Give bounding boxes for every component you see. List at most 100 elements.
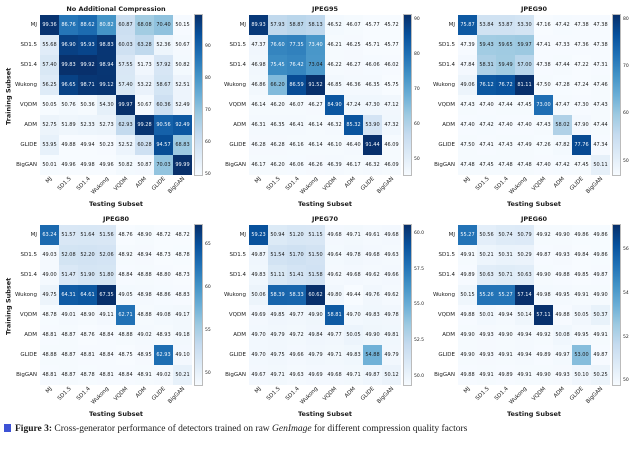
heatmap-cell: 52.51 [173, 75, 192, 95]
y-tick-label: VQDM [228, 102, 246, 108]
heatmap-cell: 49.70 [249, 325, 268, 345]
colorbar-tick-label: 60.0 [414, 230, 425, 236]
heatmap-cell: 51.50 [306, 245, 325, 265]
x-tick-label: GLIDE [569, 386, 586, 403]
y-tick-label: Wukong [223, 292, 246, 298]
y-tick-label: ADM [233, 332, 246, 338]
heatmap-cell: 49.86 [591, 245, 610, 265]
heatmap-cell: 49.89 [496, 365, 515, 385]
heatmap-cell: 48.73 [173, 265, 192, 285]
heatmap-cell: 49.84 [572, 245, 591, 265]
y-tick-label: GLIDE [438, 142, 455, 148]
heatmap-cell: 48.87 [59, 345, 78, 365]
heatmap-cell: 52.08 [59, 245, 78, 265]
heatmap-cell: 49.62 [325, 265, 344, 285]
caption-link-marker [4, 424, 11, 432]
y-axis-tick-labels: MJ SD1.5 SD1.4 Wukong VQDM ADM GLIDE BigGAN [14, 15, 40, 175]
heatmap-cell: 57.00 [515, 55, 534, 75]
heatmap-cell: 47.37 [249, 35, 268, 55]
heatmap-grid: 99.36 86.76 88.62 80.82 60.87 68.08 70.40 50.15… [40, 15, 192, 175]
y-axis-tick-labels: MJ SD1.5 SD1.4 Wukong VQDM ADM GLIDE BigGAN [223, 225, 249, 385]
heatmap-cell: 50.01 [477, 305, 496, 325]
colorbar-gradient [194, 224, 203, 386]
x-tick-label: ADM [134, 176, 149, 190]
heatmap-cell: 99.28 [135, 115, 154, 135]
heatmap-cell: 48.88 [116, 325, 135, 345]
heatmap-cell: 46.10 [325, 135, 344, 155]
y-tick-label: VQDM [437, 102, 455, 108]
heatmap-cell: 47.43 [591, 95, 610, 115]
y-axis-tick-labels: MJ SD1.5 SD1.4 Wukong VQDM ADM GLIDE BigGAN [14, 225, 40, 385]
heatmap-cell: 51.90 [78, 265, 97, 285]
heatmap-cell: 49.18 [173, 325, 192, 345]
heatmap-panel: JPEG60 MJ SD1.5 SD1.4 Wukong VQDM ADM GLIDE BigG… [432, 214, 637, 419]
heatmap-cell: 50.94 [268, 225, 287, 245]
x-tick-cell: BigGAN [376, 385, 401, 410]
y-tick-label: GLIDE [229, 352, 246, 358]
heatmap-cell: 53.95 [40, 135, 59, 155]
heatmap-cell: 59.49 [496, 55, 515, 75]
heatmap-cell: 49.66 [287, 345, 306, 365]
heatmap-cell: 50.25 [591, 365, 610, 385]
heatmap-cell: 46.20 [268, 95, 287, 115]
heatmap-cell: 62.71 [116, 305, 135, 325]
x-axis-title: Testing Subset [88, 200, 144, 208]
heatmap-cell: 47.50 [534, 75, 553, 95]
y-tick-label: GLIDE [229, 142, 246, 148]
heatmap-cell: 49.68 [325, 365, 344, 385]
heatmap-cell: 55.27 [458, 225, 477, 245]
y-axis-tick-labels: MJ SD1.5 SD1.4 Wukong VQDM ADM GLIDE BigGAN [223, 15, 249, 175]
heatmap-cell: 46.17 [249, 155, 268, 175]
heatmap-cell: 47.42 [477, 115, 496, 135]
heatmap-cell: 60.87 [116, 15, 135, 35]
heatmap-body: MJ SD1.5 SD1.4 Wukong VQDM ADM GLIDE BigGAN 99.3… [14, 14, 219, 176]
x-axis-tick-labels: MJ SD1.5 SD1.4 Wukong VQDM ADM GLIDE BigGAN [40, 385, 219, 410]
heatmap-cell: 86.76 [59, 15, 78, 35]
colorbar-gradient [194, 14, 203, 176]
heatmap-title: JPEG70 [311, 215, 338, 223]
heatmap-cell: 49.96 [97, 155, 116, 175]
heatmap-cell: 47.40 [477, 95, 496, 115]
heatmap-cell: 49.83 [363, 305, 382, 325]
heatmap-title: JPEG90 [520, 5, 547, 13]
heatmap-cell: 50.37 [591, 305, 610, 325]
heatmap-cell: 49.87 [249, 245, 268, 265]
x-tick-label: VQDM [112, 386, 130, 403]
heatmap-cell: 47.45 [515, 95, 534, 115]
x-axis-title: Testing Subset [297, 410, 353, 418]
heatmap-cell: 62.93 [116, 115, 135, 135]
heatmap-cell: 49.89 [534, 345, 553, 365]
heatmap-cell: 49.61 [363, 225, 382, 245]
heatmap-cell: 51.58 [306, 265, 325, 285]
heatmap-cell: 64.61 [78, 285, 97, 305]
heatmap-cell: 49.88 [59, 135, 78, 155]
heatmap-cell: 59.97 [515, 35, 534, 55]
colorbar-tick-label: 52 [623, 334, 629, 340]
heatmap-cell: 48.84 [116, 265, 135, 285]
heatmap-cell: 47.42 [553, 155, 572, 175]
heatmap-cell: 46.86 [249, 75, 268, 95]
heatmap-cell: 49.17 [173, 305, 192, 325]
heatmap-cell: 49.63 [382, 245, 401, 265]
heatmap-cell: 49.00 [40, 265, 59, 285]
heatmap-cell: 76.72 [496, 75, 515, 95]
heatmap-cell: 49.87 [591, 265, 610, 285]
x-tick-label: MJ [462, 386, 472, 395]
heatmap-cell: 47.82 [553, 135, 572, 155]
heatmap-cell: 52.73 [97, 115, 116, 135]
heatmap-cell: 49.10 [173, 345, 192, 365]
heatmap-cell: 48.81 [78, 345, 97, 365]
heatmap-cell: 57.14 [515, 285, 534, 305]
x-tick-label: SD1.5 [56, 176, 73, 192]
heatmap-cell: 51.20 [287, 225, 306, 245]
caption-label: Figure 3: [15, 424, 53, 434]
x-tick-cell: BigGAN [376, 175, 401, 200]
heatmap-cell: 46.35 [268, 115, 287, 135]
heatmap-cell: 49.90 [363, 325, 382, 345]
heatmap-cell: 49.83 [344, 345, 363, 365]
heatmap-cell: 54.88 [363, 345, 382, 365]
heatmap-cell: 50.01 [40, 155, 59, 175]
colorbar-tick-label: 60 [205, 284, 211, 290]
heatmap-cell: 49.77 [325, 325, 344, 345]
heatmap-cell: 49.98 [78, 155, 97, 175]
